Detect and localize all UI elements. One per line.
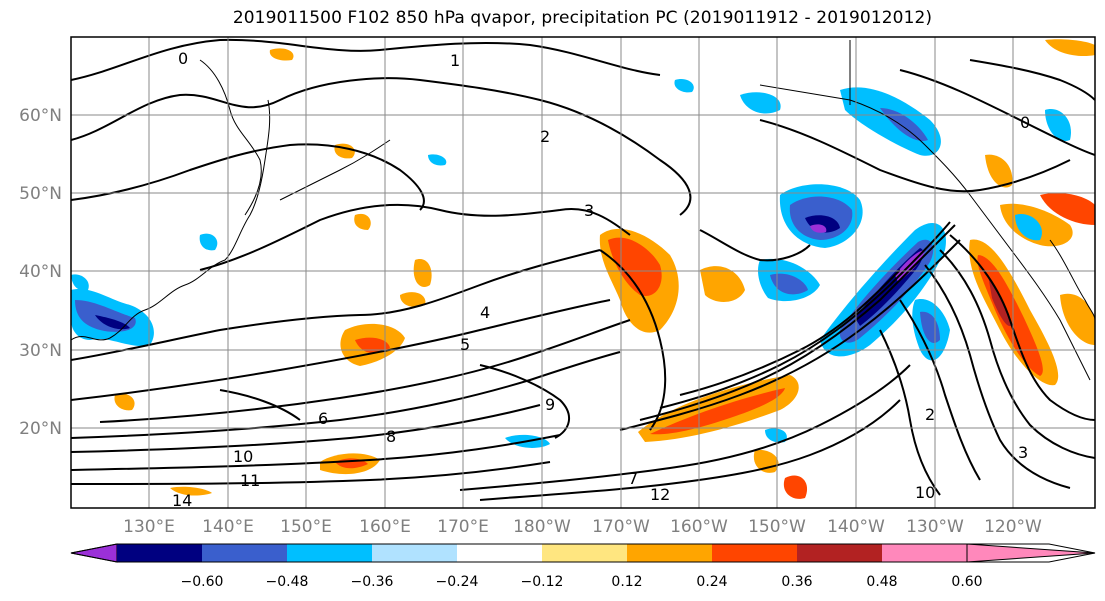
contour-label: 2: [540, 127, 550, 146]
lon-label: 140°W: [827, 517, 885, 537]
lon-label: 140°E: [202, 517, 254, 537]
colorbar-tick-label: 0.36: [781, 574, 812, 590]
lat-label: 60°N: [19, 106, 62, 126]
lon-label: 170°E: [437, 517, 489, 537]
contour-label: 3: [1018, 443, 1028, 462]
coastlines: [71, 40, 1095, 381]
gridlines: [71, 37, 1095, 508]
colorbar-segment: [882, 544, 967, 562]
contour-label: 10: [915, 483, 935, 502]
contour-label: 8: [386, 427, 396, 446]
lon-label: 150°W: [748, 517, 806, 537]
colorbar-tick-label: −0.12: [521, 574, 564, 590]
colorbar-extend-low: [70, 543, 118, 563]
map-area: [71, 37, 1095, 508]
contour-label: 9: [545, 395, 555, 414]
lon-label: 150°E: [280, 517, 332, 537]
contour-label: 12: [650, 485, 670, 504]
contour-label: 0: [178, 49, 188, 68]
contour-labels: 0 1 2 3 4 5 6 7 8 9 10 11 12 14 0 2 3 10: [172, 49, 1030, 510]
contour-label: 11: [240, 471, 260, 490]
colorbar-segment: [627, 544, 712, 562]
contour-label: 6: [318, 409, 328, 428]
lon-label: 180°W: [513, 517, 571, 537]
colorbar-tick-label: −0.48: [266, 574, 309, 590]
colorbar: −0.60 −0.48 −0.36 −0.24 −0.12 0.12 0.24 …: [70, 543, 1096, 590]
contour-label: 7: [628, 469, 638, 488]
map-title: 2019011500 F102 850 hPa qvapor, precipit…: [232, 8, 933, 28]
contour-label: 3: [584, 201, 594, 220]
colorbar-extend-high: [966, 543, 1096, 563]
lon-labels: 130°E 140°E 150°E 160°E 170°E 180°W 170°…: [123, 517, 1042, 537]
colorbar-segment: [542, 544, 627, 562]
colorbar-tick-label: −0.60: [181, 574, 224, 590]
colorbar-tick-label: −0.36: [351, 574, 394, 590]
map-frame: [70, 36, 1096, 509]
colorbar-segment: [457, 544, 542, 562]
contour-label: 14: [172, 491, 192, 510]
lon-label: 120°W: [984, 517, 1042, 537]
lat-label: 30°N: [19, 341, 62, 361]
contour-label: 1: [450, 51, 460, 70]
colorbar-segment: [372, 544, 457, 562]
colorbar-tick-label: 0.60: [951, 574, 982, 590]
contour-label: 0: [1020, 113, 1030, 132]
lon-label: 130°W: [906, 517, 964, 537]
colorbar-ticks: −0.60 −0.48 −0.36 −0.24 −0.12 0.12 0.24 …: [181, 574, 983, 590]
colorbar-tick-label: 0.48: [866, 574, 897, 590]
colorbar-segment: [287, 544, 372, 562]
contour-label: 2: [925, 405, 935, 424]
lat-label: 50°N: [19, 184, 62, 204]
colorbar-tick-label: −0.24: [436, 574, 479, 590]
lon-label: 160°E: [359, 517, 411, 537]
lat-label: 20°N: [19, 419, 62, 439]
lon-label: 130°E: [123, 517, 175, 537]
contour-label: 5: [460, 335, 470, 354]
lat-label: 40°N: [19, 262, 62, 282]
colorbar-segment: [797, 544, 882, 562]
colorbar-segment: [712, 544, 797, 562]
lon-label: 160°W: [670, 517, 728, 537]
colorbar-segment: [117, 544, 202, 562]
contour-label: 10: [233, 447, 253, 466]
colorbar-tick-label: 0.12: [611, 574, 642, 590]
contour-label: 4: [480, 303, 490, 322]
lon-label: 170°W: [592, 517, 650, 537]
colorbar-segment: [202, 544, 287, 562]
lat-labels: 60°N 50°N 40°N 30°N 20°N: [19, 106, 62, 439]
colorbar-tick-label: 0.24: [696, 574, 727, 590]
